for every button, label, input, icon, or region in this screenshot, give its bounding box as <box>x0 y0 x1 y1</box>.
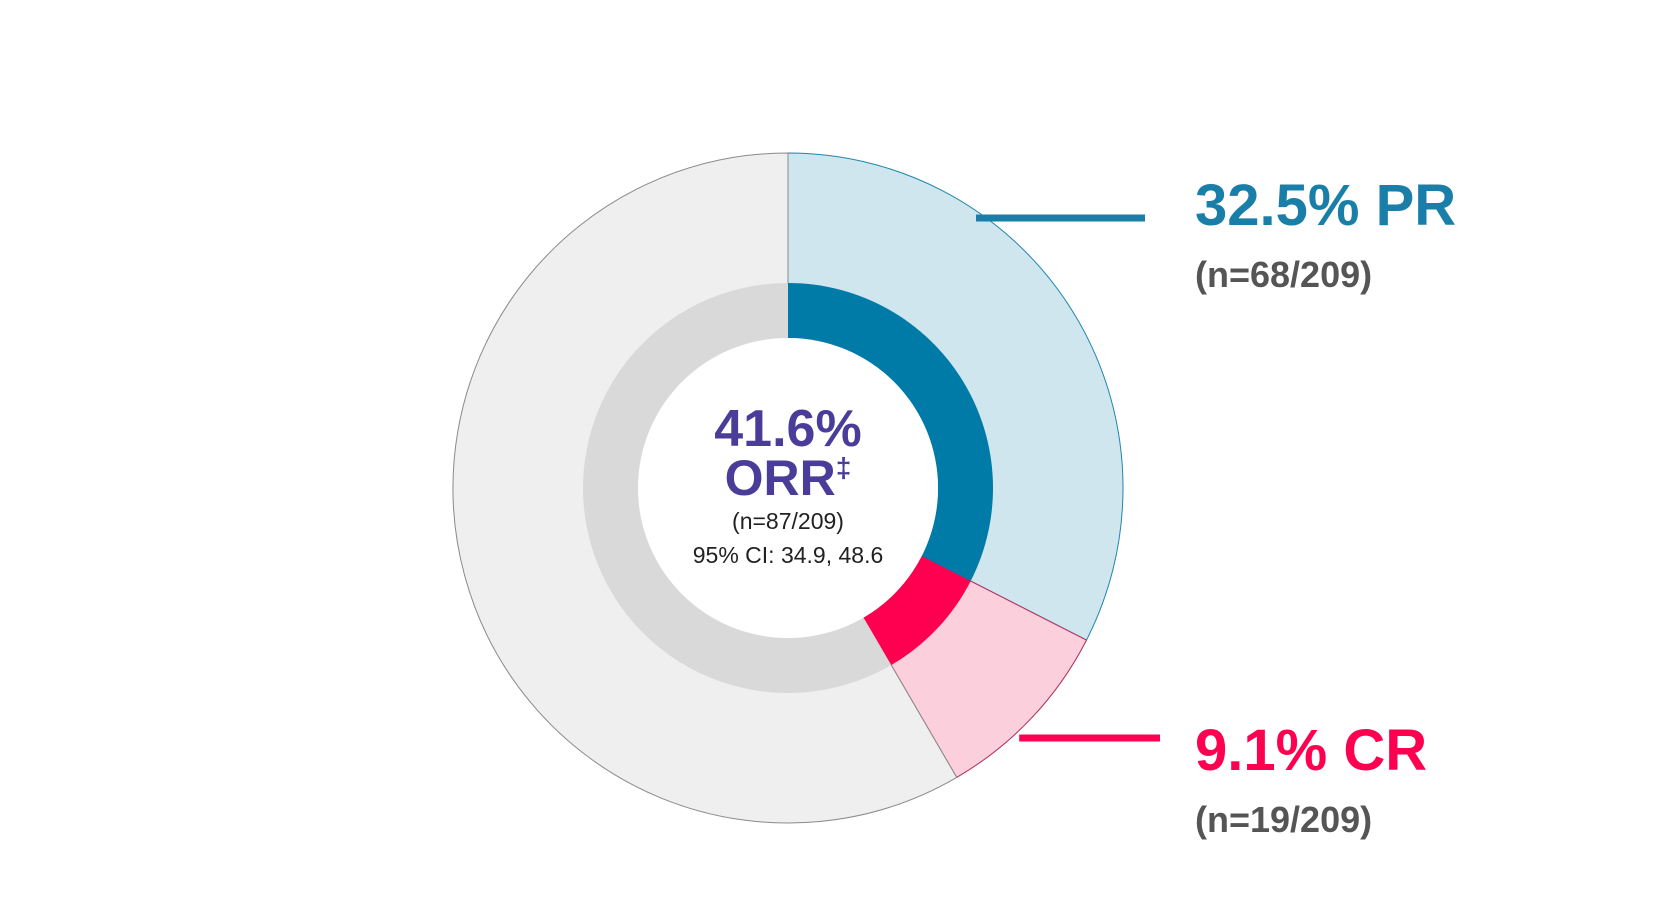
center-count: (n=87/209) <box>732 508 844 534</box>
orr-text: ORR <box>725 450 836 506</box>
pr-callout-label: 32.5% PR <box>1195 173 1456 238</box>
center-orr-percentage: 41.6% <box>714 400 861 458</box>
inner-ring <box>582 282 994 693</box>
donut-hole <box>638 338 938 638</box>
callout-pr: 32.5% PR (n=68/209) <box>1195 173 1456 295</box>
inner-slice-cr <box>863 556 971 666</box>
center-orr-label: ORR‡ <box>725 450 852 506</box>
inner-slice-other <box>582 282 892 693</box>
callout-lines <box>976 214 1160 742</box>
center-ci: 95% CI: 34.9, 48.6 <box>693 542 884 568</box>
cr-callout-label: 9.1% CR <box>1195 718 1427 783</box>
inner-slice-pr <box>788 283 994 582</box>
pr-callout-count: (n=68/209) <box>1195 254 1372 295</box>
center-label: 41.6% ORR‡ (n=87/209) 95% CI: 34.9, 48.6 <box>693 400 884 568</box>
callout-cr: 9.1% CR (n=19/209) <box>1195 718 1427 840</box>
cr-callout-count: (n=19/209) <box>1195 799 1372 840</box>
orr-double-dagger: ‡ <box>836 452 852 483</box>
